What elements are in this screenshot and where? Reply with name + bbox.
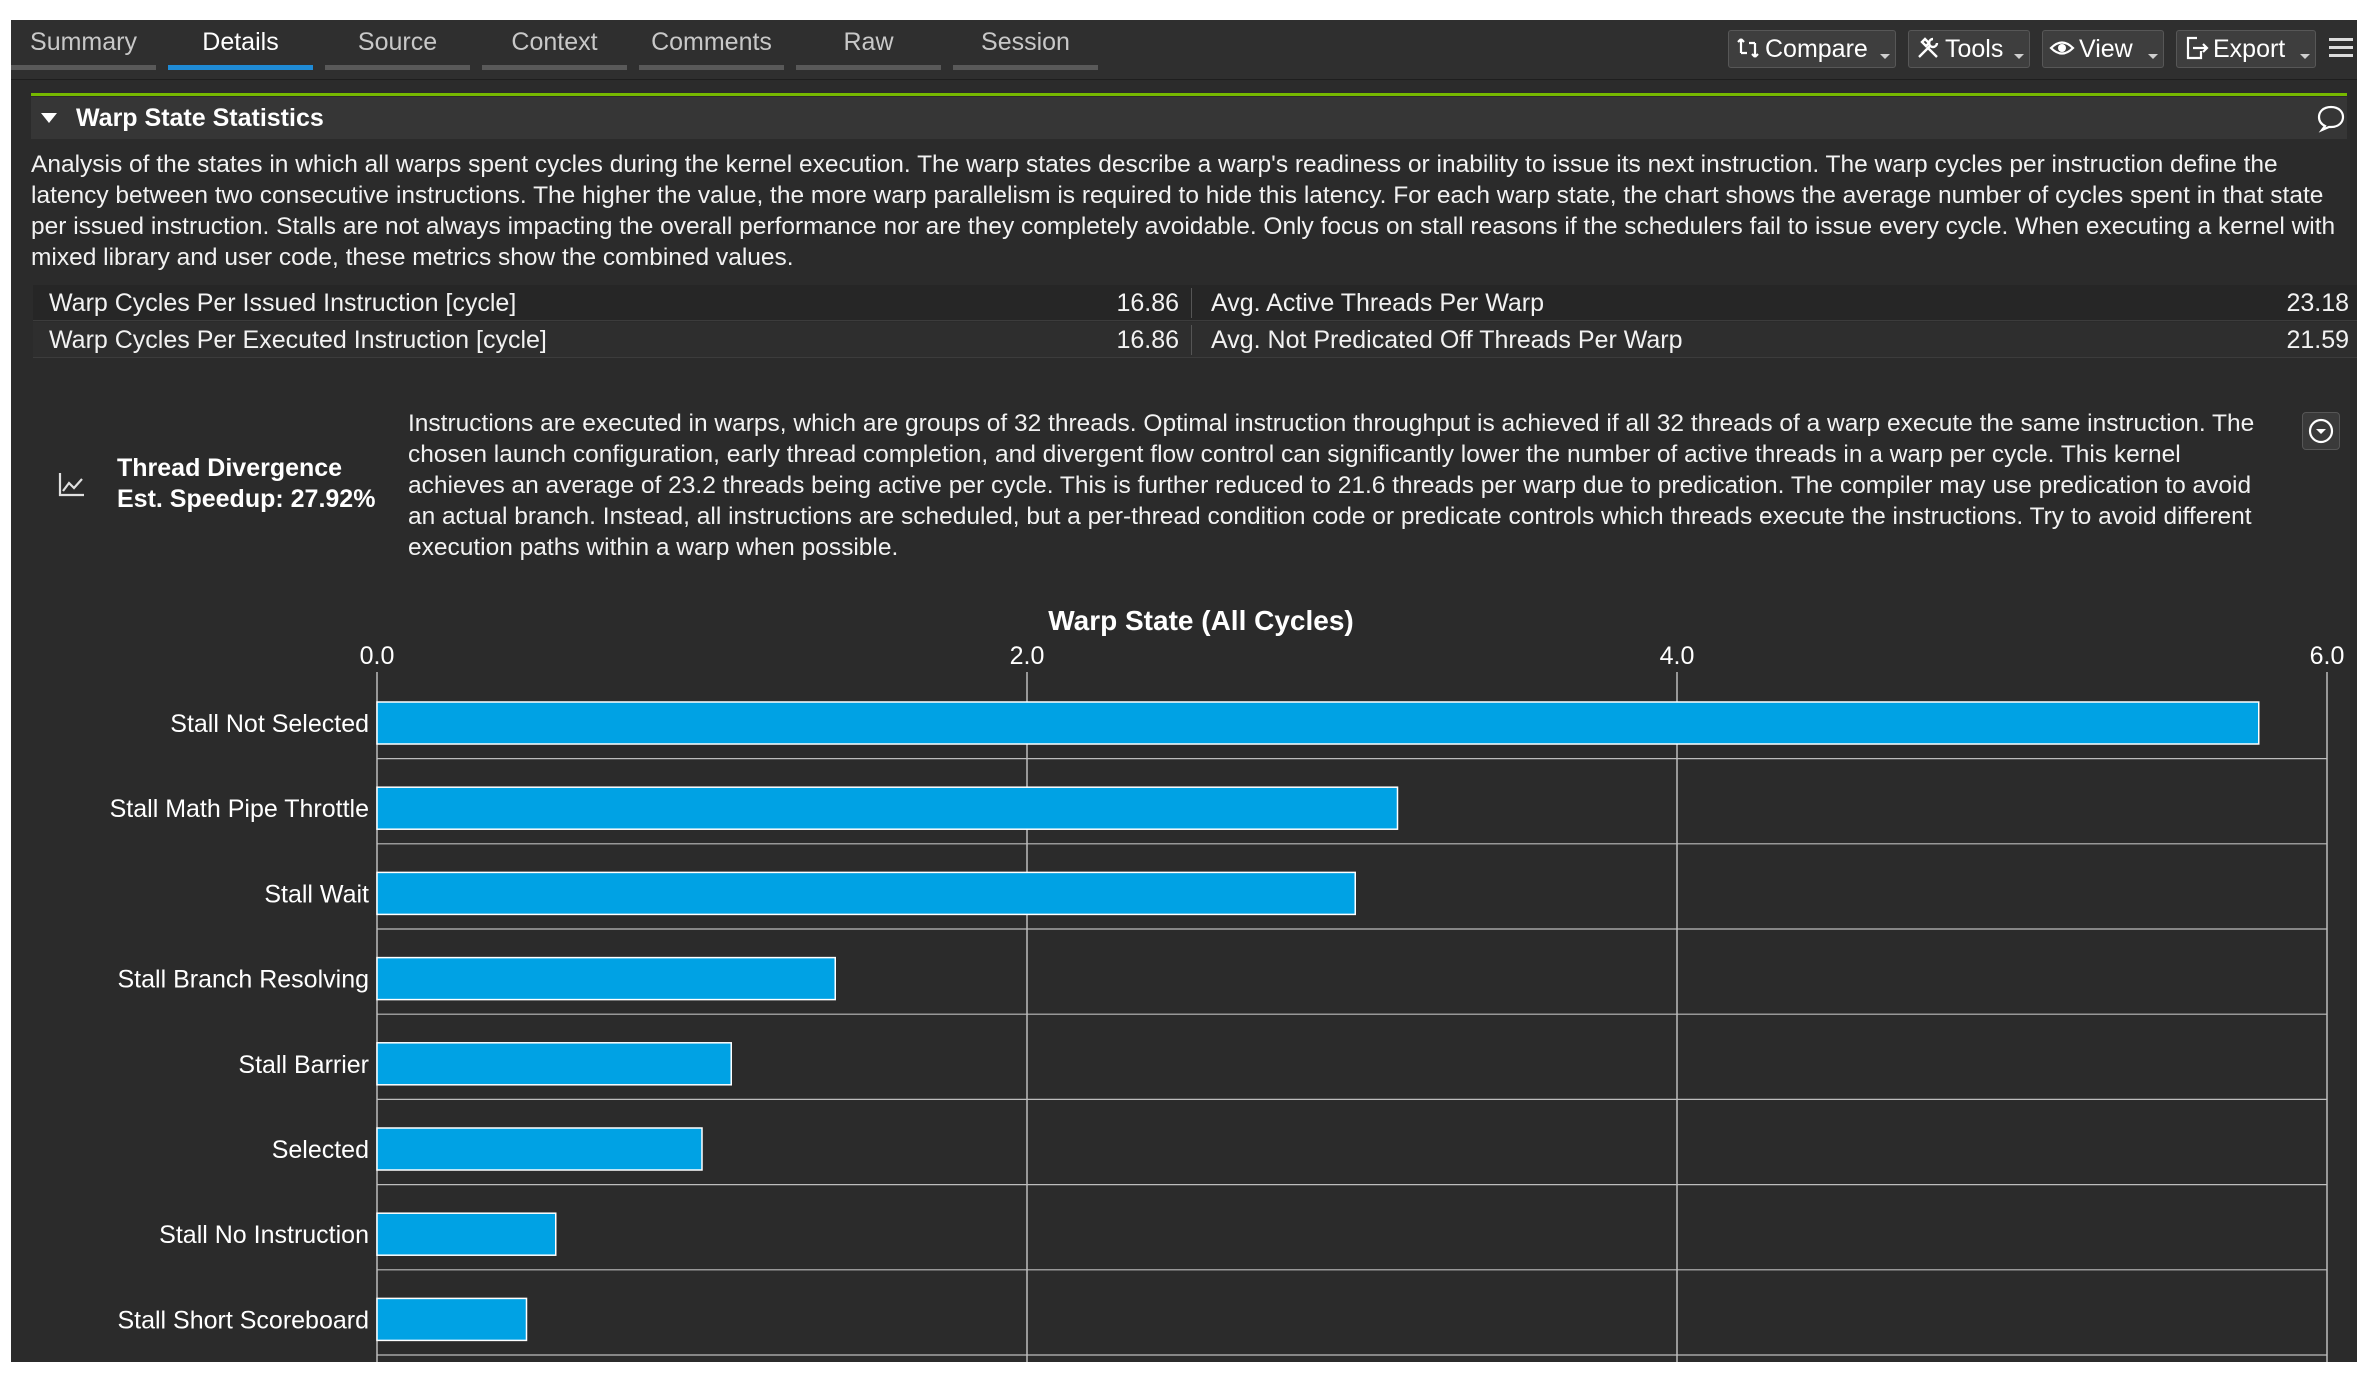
y-category-label: Stall No Instruction (159, 1221, 369, 1249)
rule-callout: Thread Divergence Est. Speedup: 27.92% I… (22, 382, 2357, 578)
y-category-label: Stall Wait (264, 880, 369, 908)
metric-label: Avg. Active Threads Per Warp (1211, 289, 1545, 317)
compare-icon (1737, 38, 1759, 58)
x-tick-label: 6.0 (2310, 642, 2345, 670)
bar (376, 786, 1399, 830)
bar (376, 1212, 557, 1256)
tab-label: Summary (30, 28, 137, 56)
section-title: Warp State Statistics (76, 104, 324, 132)
expand-button[interactable] (2302, 412, 2340, 450)
rule-text: Instructions are executed in warps, whic… (408, 410, 2255, 561)
tab-label: Source (357, 28, 438, 56)
tools-icon (1918, 37, 1939, 58)
tools-label: Tools (1945, 35, 2004, 63)
tab-label: Session (981, 28, 1070, 56)
bar (376, 871, 1356, 916)
tab-label: Context (511, 28, 598, 56)
export-label: Export (2213, 35, 2286, 63)
line-chart-icon (58, 473, 84, 497)
tab-bar: Summary Details Source Context Comments … (11, 20, 2357, 80)
bar (376, 1127, 703, 1171)
profiler-window: Summary Details Source Context Comments … (11, 20, 2357, 1362)
table-row: Warp Cycles Per Issued Instruction [cycl… (33, 285, 2357, 321)
collapse-triangle-icon[interactable] (41, 113, 57, 123)
view-button[interactable]: View (2042, 30, 2164, 68)
menu-icon[interactable] (2329, 34, 2353, 64)
tab-summary[interactable]: Summary (11, 20, 156, 70)
bar (376, 1297, 528, 1342)
x-tick-label: 0.0 (360, 642, 395, 670)
metric-value: 21.59 (2286, 326, 2349, 354)
bar (376, 1042, 732, 1086)
section-header: Warp State Statistics (31, 97, 2347, 139)
tab-context[interactable]: Context (482, 20, 627, 70)
y-category-label: Stall Math Pipe Throttle (110, 795, 369, 823)
bar (376, 956, 836, 1001)
y-category-label: Stall Short Scoreboard (117, 1306, 369, 1334)
section-description: Analysis of the states in which all warp… (31, 151, 2336, 271)
export-icon (2186, 36, 2209, 60)
x-tick-label: 4.0 (1660, 642, 1695, 670)
view-label: View (2079, 35, 2133, 63)
export-button[interactable]: Export (2176, 30, 2316, 68)
tab-source[interactable]: Source (325, 20, 470, 70)
compare-button[interactable]: Compare (1728, 30, 1896, 68)
comment-icon[interactable] (2316, 103, 2346, 133)
tab-comments[interactable]: Comments (639, 20, 784, 70)
chart-canvas: Warp State (All Cycles) 0.0 2.0 4.0 6.0 Sta… (110, 605, 2345, 1362)
rule-name: Thread Divergence (117, 454, 343, 482)
tab-details[interactable]: Details (168, 20, 313, 70)
bar (376, 701, 2260, 745)
metric-value: 23.18 (2286, 289, 2349, 317)
chart-title: Warp State (All Cycles) (1048, 605, 1353, 636)
tab-label: Details (202, 28, 279, 56)
metric-label: Avg. Not Predicated Off Threads Per Warp (1211, 326, 1683, 354)
chevron-down-icon (2308, 418, 2334, 444)
y-category-label: Stall Not Selected (170, 710, 369, 738)
tab-label: Raw (843, 28, 894, 56)
table-row: Warp Cycles Per Executed Instruction [cy… (33, 322, 2357, 358)
tab-label: Comments (651, 28, 772, 56)
compare-label: Compare (1765, 35, 1868, 63)
section-accent-rule (31, 93, 2347, 96)
y-category-label: Selected (272, 1136, 369, 1164)
y-category-label: Stall Branch Resolving (117, 966, 369, 994)
tab-raw[interactable]: Raw (796, 20, 941, 70)
metric-label: Warp Cycles Per Executed Instruction [cy… (49, 326, 547, 354)
y-category-label: Stall Barrier (238, 1051, 369, 1079)
x-tick-label: 2.0 (1010, 642, 1045, 670)
metric-value: 16.86 (1116, 289, 1179, 317)
tab-session[interactable]: Session (953, 20, 1098, 70)
rule-speedup: Est. Speedup: 27.92% (117, 485, 376, 513)
metric-value: 16.86 (1116, 326, 1179, 354)
warp-state-chart: Warp State (All Cycles) 0.0 2.0 4.0 6.0 Sta… (11, 600, 2357, 1362)
eye-icon (2049, 41, 2075, 55)
metric-label: Warp Cycles Per Issued Instruction [cycl… (49, 289, 517, 317)
tools-button[interactable]: Tools (1908, 30, 2030, 68)
